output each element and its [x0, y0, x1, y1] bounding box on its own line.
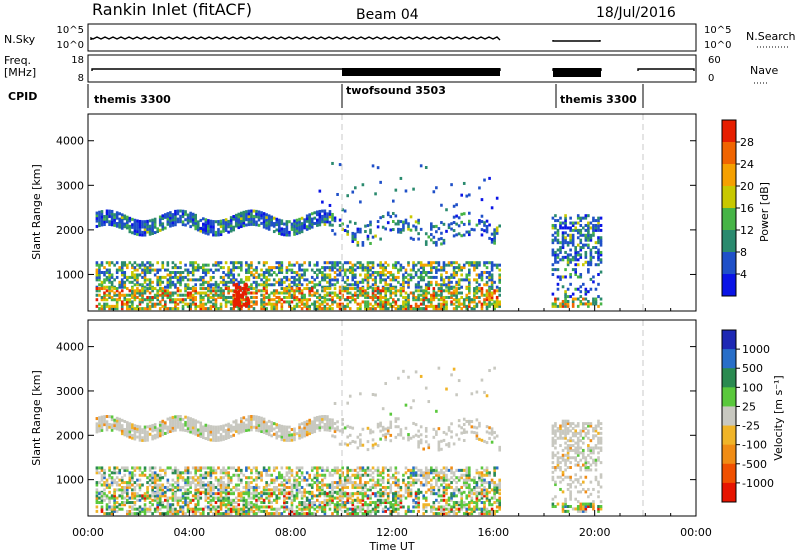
freq-tick-bottom: 8 — [78, 73, 84, 84]
velocity-ylabel: Slant Range [km] — [30, 370, 43, 466]
velocity-xticks — [87, 510, 697, 516]
ytick-label-0: 1000 — [56, 474, 84, 487]
station-title: Rankin Inlet (fitACF) — [92, 0, 252, 19]
colorbar-tick-1: 8 — [740, 246, 747, 259]
colorbar-swatch-6 — [722, 444, 736, 465]
ytick-label-3: 4000 — [56, 341, 84, 354]
colorbar-swatch-8 — [722, 482, 736, 503]
colorbar-swatch-4 — [722, 406, 736, 427]
colorbar-tick-3: 25 — [742, 400, 756, 413]
freq-label-line1: Freq. — [4, 54, 31, 67]
nsearch-label: N.Search — [746, 30, 796, 43]
colorbar-swatch-0 — [722, 120, 736, 143]
ytick-label-1: 2000 — [56, 224, 84, 237]
colorbar-tick-6: -500 — [742, 458, 767, 471]
nave-bars — [342, 68, 601, 77]
ytick-label-3: 4000 — [56, 135, 84, 148]
xtick-label-0: 00:00 — [72, 526, 104, 539]
velocity-yaxis: 1000 2000 3000 4000 — [56, 341, 696, 487]
colorbar-swatch-6 — [722, 252, 736, 275]
x-tick-labels: 00:00 04:00 08:00 12:00 16:00 20:00 00:00 — [72, 526, 712, 539]
colorbar-tick-7: -1000 — [742, 477, 774, 490]
cpid-segment-1: themis 3300 — [94, 93, 171, 106]
nsky-trace — [90, 36, 601, 42]
velocity-colorbar: 1000 500 100 25 -25 -100 -500 -1000 — [721, 329, 774, 503]
nsky-tick-top: 10^5 — [57, 25, 84, 36]
velocity-panel: 1000 2000 3000 4000 Slant Range [km] 1000 50… — [30, 319, 785, 517]
ytick-label-1: 2000 — [56, 429, 84, 442]
colorbar-tick-5: -100 — [742, 439, 767, 452]
colorbar-swatch-2 — [722, 368, 736, 388]
nsearch-tick-top: 10^5 — [704, 25, 731, 36]
xtick-label-1: 04:00 — [173, 526, 205, 539]
nave-tick-bottom: 0 — [708, 73, 714, 84]
cpid-segment-2: twofsound 3503 — [346, 84, 446, 97]
colorbar-tick-0: 4 — [740, 268, 747, 281]
freq-label-line2: [MHz] — [4, 66, 36, 79]
colorbar-swatch-1 — [722, 142, 736, 165]
nsearch-tick-bottom: 10^0 — [704, 40, 731, 51]
xtick-label-5: 20:00 — [579, 526, 611, 539]
colorbar-tick-0: 1000 — [742, 343, 770, 356]
nsky-label: N.Sky — [4, 33, 36, 46]
cpid-segment-3: themis 3300 — [560, 93, 637, 106]
power-yaxis: 1000 2000 3000 4000 — [56, 135, 696, 281]
xtick-label-2: 08:00 — [275, 526, 307, 539]
freq-strip: Freq. [MHz] 18 8 60 0 Nave — [4, 54, 778, 84]
xtick-label-4: 16:00 — [477, 526, 509, 539]
colorbar-swatch-2 — [722, 164, 736, 187]
ytick-label-2: 3000 — [56, 385, 84, 398]
cpid-strip: CPID themis 3300 twofsound 3503 themis 3… — [8, 84, 644, 108]
xtick-label-6: 00:00 — [680, 526, 712, 539]
x-axis-title: Time UT — [368, 540, 414, 553]
colorbar-tick-1: 500 — [742, 362, 763, 375]
nsky-tick-bottom: 10^0 — [57, 40, 84, 51]
colorbar-swatch-3 — [722, 186, 736, 209]
colorbar-swatch-0 — [722, 330, 736, 350]
colorbar-tick-3: 16 — [740, 202, 754, 215]
power-colorbar: 4 8 12 16 20 24 28 — [721, 119, 754, 297]
velocity-cbar-label: Velocity [m s⁻¹] — [772, 375, 785, 460]
power-panel: 1000 2000 3000 4000 Slant Range [km] 4 8 12 16… — [30, 113, 771, 312]
colorbar-tick-4: -25 — [742, 420, 760, 433]
colorbar-swatch-7 — [722, 274, 736, 297]
beam-title: Beam 04 — [356, 7, 419, 23]
power-cbar-label: Power [dB] — [758, 182, 771, 242]
colorbar-tick-4: 20 — [740, 180, 754, 193]
nsky-strip: N.Sky 10^5 10^0 10^5 10^0 N.Search — [4, 23, 796, 52]
power-data — [95, 161, 603, 311]
colorbar-swatch-3 — [722, 387, 736, 407]
colorbar-swatch-5 — [722, 230, 736, 253]
velocity-data — [95, 366, 603, 516]
power-ylabel: Slant Range [km] — [30, 164, 43, 260]
colorbar-swatch-7 — [722, 463, 736, 484]
ytick-label-0: 1000 — [56, 268, 84, 281]
date-title: 18/Jul/2016 — [596, 5, 676, 21]
xtick-label-3: 12:00 — [376, 526, 408, 539]
nave-tick-top: 60 — [708, 55, 721, 66]
nave-label: Nave — [750, 64, 778, 77]
ytick-label-2: 3000 — [56, 179, 84, 192]
colorbar-tick-2: 100 — [742, 381, 763, 394]
colorbar-tick-2: 12 — [740, 224, 754, 237]
colorbar-swatch-1 — [722, 349, 736, 369]
colorbar-tick-6: 28 — [740, 136, 754, 149]
cpid-label: CPID — [8, 90, 37, 103]
freq-tick-top: 18 — [71, 55, 84, 66]
power-xticks — [87, 305, 697, 311]
colorbar-tick-5: 24 — [740, 158, 754, 171]
colorbar-swatch-5 — [722, 425, 736, 446]
colorbar-swatch-4 — [722, 208, 736, 231]
